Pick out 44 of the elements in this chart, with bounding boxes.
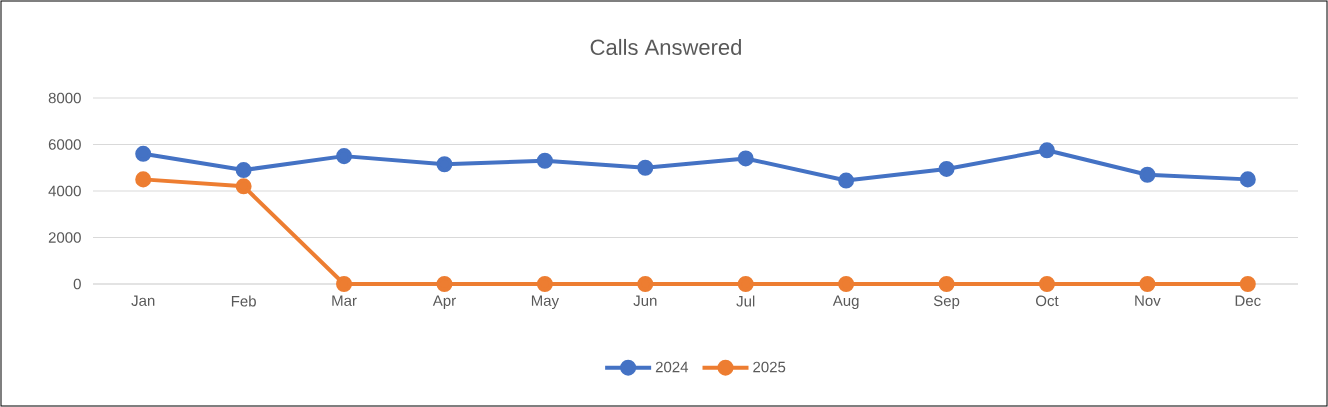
- point: [436, 156, 453, 173]
- point: [135, 145, 152, 162]
- x-tick-label: Feb: [231, 295, 256, 307]
- x-tick-label: Sep: [933, 295, 960, 310]
- y-tick-label: 0: [73, 278, 81, 290]
- x-tick-label: Jun: [633, 295, 657, 306]
- y-tick-label: 2000: [48, 232, 81, 243]
- point: [637, 276, 654, 292]
- point: [737, 150, 754, 167]
- point: [1239, 171, 1256, 188]
- point: [536, 276, 553, 292]
- point: [938, 276, 955, 292]
- point: [1038, 142, 1055, 159]
- y-tick-label: 8000: [48, 92, 81, 104]
- x-tick-label: Jul: [736, 295, 755, 307]
- point: [1139, 166, 1156, 183]
- x-tick-label: Mar: [332, 295, 357, 306]
- point: [1139, 276, 1156, 292]
- point: [235, 178, 252, 195]
- x-tick-label: Oct: [1036, 295, 1059, 307]
- point: [637, 159, 654, 176]
- y-tick-label: 4000: [48, 185, 81, 197]
- x-tick-label: Apr: [432, 295, 456, 309]
- x-tick-label: Nov: [1135, 295, 1161, 306]
- x-tick-label: Dec: [1235, 295, 1261, 306]
- x-tick-label: May: [531, 295, 560, 309]
- y-tick-label: 6000: [48, 139, 81, 150]
- x-tick-label: Jan: [131, 295, 155, 306]
- point: [838, 172, 855, 189]
- point: [436, 276, 453, 292]
- point: [336, 148, 353, 165]
- point: [737, 276, 754, 292]
- point: [135, 171, 152, 188]
- point: [838, 276, 855, 292]
- point: [336, 276, 353, 292]
- x-tick-label: Aug: [832, 295, 859, 309]
- point: [235, 162, 252, 179]
- point: [536, 152, 553, 169]
- legend-label: 2024: [655, 361, 689, 373]
- point: [1038, 276, 1055, 292]
- point: [938, 160, 955, 177]
- point: [1239, 276, 1256, 292]
- legend-label: 2025: [753, 361, 786, 373]
- chart-title: Calls Answered: [590, 38, 741, 56]
